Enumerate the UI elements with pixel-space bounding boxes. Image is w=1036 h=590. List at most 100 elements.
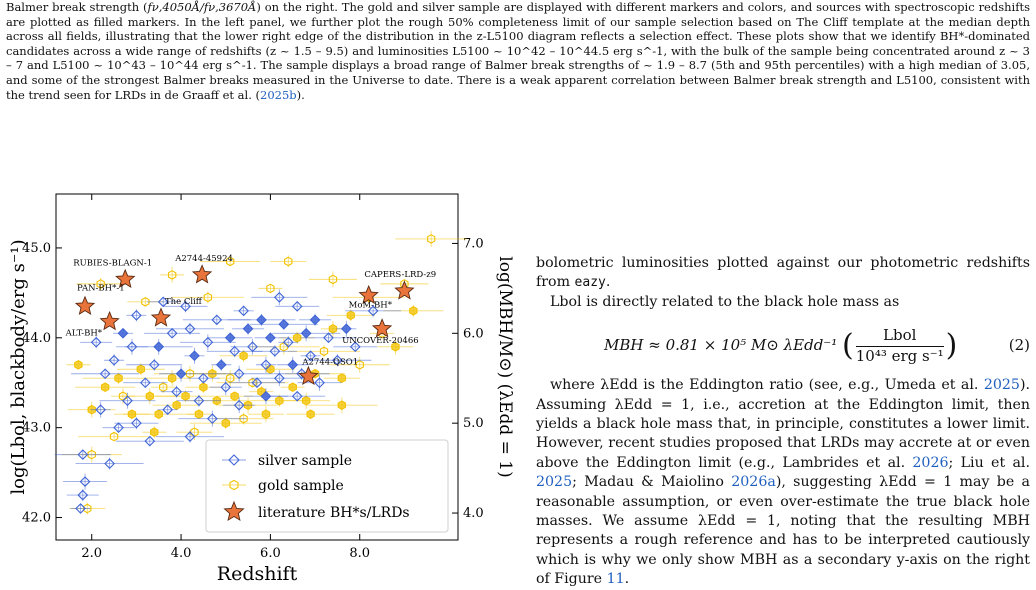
silver-sample-point bbox=[247, 341, 258, 353]
madau-citation-link[interactable]: 2026a bbox=[731, 474, 776, 491]
figure-caption: Balmer break strength (fν,4050Å/fν,3670Å… bbox=[6, 0, 1030, 102]
silver-sample-point bbox=[175, 368, 187, 380]
silver-sample-point bbox=[131, 309, 142, 321]
silver-sample-point bbox=[189, 350, 200, 362]
silver-sample-point bbox=[131, 417, 142, 429]
gold-sample-point bbox=[355, 359, 364, 370]
literature-star bbox=[74, 295, 96, 315]
silver-sample-point bbox=[90, 336, 102, 348]
silver-sample-point bbox=[260, 390, 272, 402]
umeda-citation-link[interactable]: 2025 bbox=[983, 377, 1020, 394]
literature-star bbox=[115, 268, 136, 289]
x-tick-label: 8.0 bbox=[349, 546, 370, 561]
silver-sample-point bbox=[269, 345, 281, 357]
silver-sample-point bbox=[296, 368, 308, 380]
gold-sample-point bbox=[226, 256, 235, 267]
silver-sample-point bbox=[265, 332, 276, 344]
gold-sample-point bbox=[172, 400, 181, 411]
literature-star bbox=[371, 318, 393, 338]
x-tick-label: 6.0 bbox=[260, 546, 281, 561]
silver-sample-point bbox=[171, 386, 182, 398]
gold-sample-point bbox=[266, 364, 275, 375]
literature-star bbox=[298, 365, 319, 386]
silver-sample-point bbox=[126, 341, 138, 353]
legend-silver-marker bbox=[228, 454, 240, 466]
gold-sample-point bbox=[301, 395, 311, 406]
eazy-code: eazy bbox=[574, 275, 606, 291]
gold-sample-point bbox=[284, 256, 293, 267]
x-tick-label: 2.0 bbox=[81, 546, 102, 561]
silver-sample-point bbox=[291, 390, 303, 402]
gold-sample-point bbox=[167, 270, 177, 280]
caption-text-end: ). bbox=[296, 87, 305, 102]
literature-label: PAN-BH*-1 bbox=[77, 283, 125, 293]
liu-citation-link[interactable]: 2025 bbox=[536, 474, 573, 491]
y2-tick-label: 6.0 bbox=[463, 326, 484, 341]
literature-label: A2744-45924 bbox=[174, 254, 233, 264]
gold-sample-point bbox=[87, 449, 96, 460]
gold-sample-point bbox=[150, 427, 159, 438]
silver-sample-point bbox=[184, 431, 196, 443]
literature-label: A2744-QSO1 bbox=[301, 357, 358, 367]
silver-sample-point bbox=[99, 368, 111, 380]
silver-sample-point bbox=[180, 300, 191, 312]
gold-sample-point bbox=[230, 391, 239, 402]
silver-sample-point bbox=[162, 404, 174, 416]
luminosity-redshift-figure: 2.0 4.0 6.0 8.0 42.0 43.0 44.0 45.0 4.0 5.0 6.0 7.0… bbox=[8, 193, 515, 585]
silver-sample-point bbox=[260, 359, 272, 371]
silver-sample-point bbox=[282, 336, 294, 348]
literature-star bbox=[394, 280, 415, 300]
literature-star bbox=[150, 307, 172, 327]
silver-sample-point bbox=[113, 422, 124, 434]
paragraph-1: bolometric luminosities plotted against … bbox=[536, 255, 1030, 291]
literature-star bbox=[191, 264, 213, 284]
lambrides-citation-link[interactable]: 2026 bbox=[912, 454, 949, 471]
silver-sample-point bbox=[340, 323, 352, 335]
gold-sample-point bbox=[337, 400, 347, 411]
literature-label: MoM-BH* bbox=[349, 301, 393, 311]
x-tick-label: 4.0 bbox=[171, 546, 192, 561]
plot-frame bbox=[55, 193, 459, 541]
legend-star-marker bbox=[223, 500, 245, 522]
silver-sample-point bbox=[139, 377, 151, 389]
gold-sample-point bbox=[409, 305, 418, 316]
silver-sample-point bbox=[273, 372, 285, 384]
caption-citation-link[interactable]: 2025b bbox=[260, 87, 297, 102]
figure-11-link[interactable]: 11 bbox=[606, 571, 625, 588]
literature-label: RUBIES-BLAGN-1 bbox=[73, 258, 152, 268]
silver-sample-point bbox=[75, 503, 86, 514]
literature-label: The Cliff bbox=[165, 297, 203, 307]
gold-sample-point bbox=[391, 341, 400, 352]
gold-sample-point bbox=[239, 413, 248, 424]
gold-sample-point bbox=[203, 292, 213, 303]
gold-sample-point bbox=[141, 296, 150, 307]
silver-sample-point bbox=[273, 291, 285, 303]
gold-sample-point bbox=[266, 283, 275, 294]
silver-sample-point bbox=[256, 314, 267, 326]
gold-sample-point bbox=[248, 377, 257, 388]
silver-sample-point bbox=[314, 377, 325, 389]
y2-tick-label: 7.0 bbox=[463, 236, 484, 251]
silver-sample-point bbox=[108, 354, 120, 366]
legend-box bbox=[205, 439, 449, 533]
gold-sample-point bbox=[306, 409, 315, 420]
gold-sample-point bbox=[221, 418, 230, 429]
silver-sample-point bbox=[104, 458, 115, 469]
caption-text-b: ) on the right. The gold and silver samp… bbox=[6, 0, 1030, 102]
legend-entry: literature BH*s/LRDs bbox=[258, 505, 410, 521]
silver-sample-point bbox=[367, 305, 379, 317]
equation-2: MBH ≈ 0.81 × 10⁵ M⊙ λEdd⁻¹ (Lbol 10⁴³ erg… bbox=[604, 326, 1030, 365]
silver-sample-point bbox=[251, 377, 263, 389]
legend-entry: silver sample bbox=[258, 453, 352, 469]
silver-sample-point bbox=[166, 327, 178, 339]
silver-sample-point bbox=[323, 332, 334, 344]
eq-lhs: MBH ≈ 0.81 × 10⁵ M⊙ λEdd⁻¹ bbox=[604, 336, 838, 355]
silver-sample-point bbox=[117, 327, 129, 339]
literature-star bbox=[358, 284, 379, 305]
gold-sample-point bbox=[114, 373, 123, 384]
literature-star bbox=[99, 310, 120, 331]
silver-sample-point bbox=[349, 341, 361, 353]
silver-sample-point bbox=[211, 314, 223, 326]
gold-sample-point bbox=[328, 323, 338, 334]
gold-sample-point bbox=[293, 332, 302, 343]
